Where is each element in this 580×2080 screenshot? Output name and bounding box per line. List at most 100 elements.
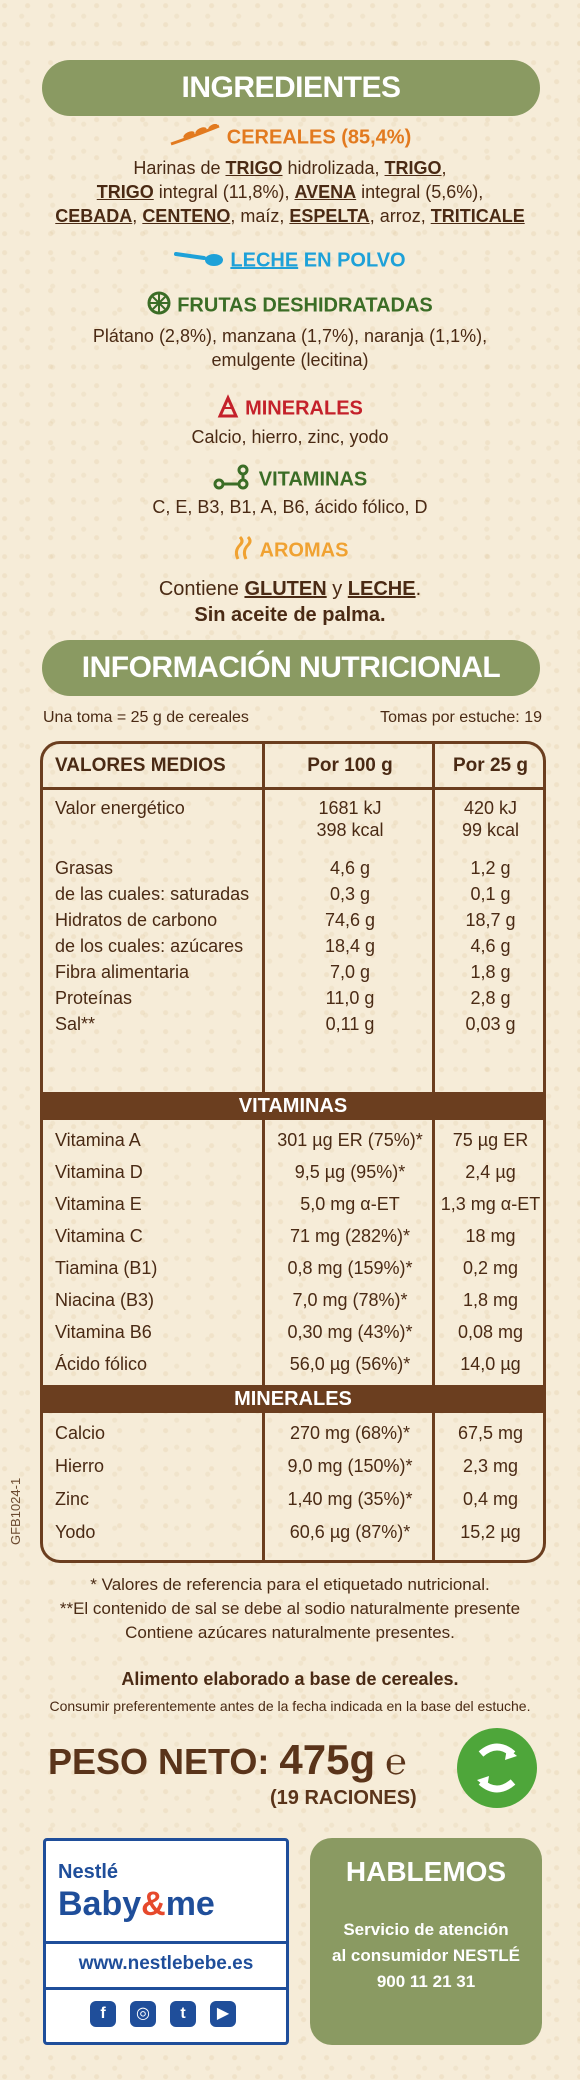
text: , maíz, xyxy=(230,206,290,226)
cell-v100: 5,0 mg α-ET xyxy=(300,1194,400,1214)
cell-v25: 0,4 mg xyxy=(462,1489,519,1509)
cell-label: Vitamina B6 xyxy=(55,1322,152,1342)
minerales-line: Calcio, hierro, zinc, yodo xyxy=(191,427,389,447)
cell-v100: 1,40 mg (35%)* xyxy=(287,1489,413,1509)
vitamins-icon xyxy=(213,464,253,496)
text: , xyxy=(132,206,143,226)
cell-v25: 0,2 mg xyxy=(462,1258,519,1278)
text: & xyxy=(141,1885,166,1923)
cell-label: Hidratos de carbono xyxy=(55,910,218,930)
column-divider xyxy=(262,744,265,1560)
consumir-line: Consumir preferentemente antes de la fec… xyxy=(49,1698,531,1714)
text: Baby xyxy=(58,1885,142,1923)
cell-v25: 420 kJ xyxy=(463,798,518,818)
cell-v25: 2,3 mg xyxy=(462,1456,519,1476)
cell-label: Ácido fólico xyxy=(55,1354,148,1374)
cell-v100: 71 mg (282%)* xyxy=(289,1226,411,1246)
cereales-line-3: CEBADA, CENTENO, maíz, ESPELTA, arroz, T… xyxy=(0,204,580,228)
text: Contiene xyxy=(158,578,245,600)
cell-label: Zinc xyxy=(55,1489,90,1509)
cell-label: de los cuales: azúcares xyxy=(55,936,244,956)
cell-v25: 1,8 mg xyxy=(462,1290,519,1310)
nutrition-table: VALORES MEDIOS Por 100 g Por 25 g Valor … xyxy=(40,741,546,1563)
cell-v25: 18 mg xyxy=(465,1226,516,1246)
ingredientes-title: INGREDIENTES xyxy=(181,71,401,104)
allergen-espelta: ESPELTA xyxy=(289,206,370,226)
cell-v100: 74,6 g xyxy=(324,910,376,930)
row-divider xyxy=(43,787,543,790)
text: , arroz, xyxy=(369,206,431,226)
alimento-line: Alimento elaborado a base de cereales. xyxy=(121,1669,459,1689)
frutas-line-1: Plátano (2,8%), manzana (1,7%), naranja … xyxy=(92,326,488,346)
contact-phone[interactable]: 900 11 21 31 xyxy=(376,1972,476,1991)
cell-v25: 67,5 mg xyxy=(457,1423,524,1443)
cell-v25: 1,3 mg α-ET xyxy=(440,1194,541,1214)
aroma-icon xyxy=(232,535,254,567)
cell-v25: 4,6 g xyxy=(470,936,511,956)
hablemos-title: HABLEMOS xyxy=(345,1856,507,1887)
green-dot-icon xyxy=(457,1728,537,1808)
baby-me-logo: Baby&me xyxy=(58,1885,215,1924)
vitaminas-heading: VITAMINAS xyxy=(0,464,580,496)
minerals-icon xyxy=(217,394,239,424)
text: integral (5,6%), xyxy=(356,182,484,202)
cell-v100: 18,4 g xyxy=(324,936,376,956)
cell-v100: 4,6 g xyxy=(329,858,371,878)
peso-value: 475g xyxy=(279,1736,376,1783)
leche-heading: LECHE EN POLVO xyxy=(0,248,580,274)
cell-v25: 0,08 mg xyxy=(457,1322,524,1342)
minerales-label: MINERALES xyxy=(245,397,363,420)
cereales-heading: CEREALES (85,4%) xyxy=(0,123,580,152)
cell-v100: 301 µg ER (75%)* xyxy=(277,1130,423,1150)
vitaminas-band: VITAMINAS xyxy=(43,1092,543,1120)
cell-v25: 18,7 g xyxy=(465,910,516,930)
raciones: (19 RACIONES) xyxy=(270,1787,417,1809)
cereales-line-1: Harinas de TRIGO hidrolizada, TRIGO, xyxy=(0,156,580,180)
cereales-line-2: TRIGO integral (11,8%), AVENA integral (… xyxy=(0,180,580,204)
cell-v100: 0,30 mg (43%)* xyxy=(287,1322,413,1342)
serving-size: Una toma = 25 g de cereales xyxy=(43,709,249,726)
cell-label: Sal** xyxy=(55,1014,96,1034)
column-divider xyxy=(432,744,435,1560)
text: , xyxy=(441,158,447,178)
header-por-100: Por 100 g xyxy=(307,755,393,776)
cell-v100: 398 kcal xyxy=(316,820,384,840)
nestle-baby-me-box: Nestlé Baby&me www.nestlebebe.es f ◎ t ▶ xyxy=(43,1838,289,2045)
text: . xyxy=(415,578,422,600)
frutas-label: FRUTAS DESHIDRATADAS xyxy=(177,294,433,317)
cell-label: Fibra alimentaria xyxy=(55,962,190,982)
nutricional-title: INFORMACIÓN NUTRICIONAL xyxy=(81,651,501,684)
allergen-leche: LECHE xyxy=(347,578,416,600)
allergen-triticale: TRITICALE xyxy=(430,206,525,226)
cell-v25: 15,2 µg xyxy=(460,1522,521,1542)
cereales-label: CEREALES (85,4%) xyxy=(226,126,412,149)
cell-v25: 14,0 µg xyxy=(460,1354,521,1374)
cell-v25: 2,8 g xyxy=(470,988,511,1008)
text: hidrolizada, xyxy=(282,158,385,178)
cell-label: Valor energético xyxy=(55,798,185,818)
cell-label: Vitamina A xyxy=(55,1130,141,1150)
footnote-3: Contiene azúcares naturalmente presentes… xyxy=(125,1623,455,1642)
wheat-icon xyxy=(169,123,221,152)
brand-divider xyxy=(46,1987,286,1990)
cell-v25: 1,2 g xyxy=(470,858,511,878)
cell-v25: 75 µg ER xyxy=(452,1130,529,1150)
minerales-heading: MINERALES xyxy=(0,394,580,424)
contact-line-2: al consumidor NESTLÉ xyxy=(332,1946,520,1965)
brand-divider xyxy=(46,1941,286,1944)
cell-label: Vitamina D xyxy=(55,1162,143,1182)
sin-aceite-line: Sin aceite de palma. xyxy=(194,604,386,626)
website-link[interactable]: www.nestlebebe.es xyxy=(78,1953,254,1974)
cell-v100: 60,6 µg (87%)* xyxy=(289,1522,411,1542)
instagram-icon[interactable]: ◎ xyxy=(130,2001,156,2027)
facebook-icon[interactable]: f xyxy=(90,2001,116,2027)
hablemos-box: HABLEMOS Servicio de atención al consumi… xyxy=(310,1838,542,2045)
cell-v100: 9,5 µg (95%)* xyxy=(294,1162,406,1182)
cell-label: Niacina (B3) xyxy=(55,1290,155,1310)
twitter-icon[interactable]: t xyxy=(170,2001,196,2027)
frutas-line-2: emulgente (lecitina) xyxy=(211,350,369,370)
cell-label: Vitamina E xyxy=(55,1194,142,1214)
footnote-1: * Valores de referencia para el etiqueta… xyxy=(90,1575,490,1594)
youtube-icon[interactable]: ▶ xyxy=(210,2001,236,2027)
cell-v25: 0,03 g xyxy=(465,1014,516,1034)
